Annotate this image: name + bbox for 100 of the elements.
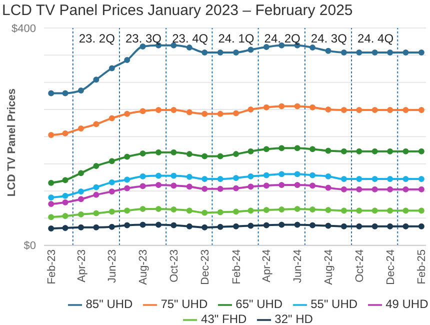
- point: [402, 186, 409, 192]
- legend-label: 32" HD: [274, 312, 313, 325]
- point: [233, 151, 240, 158]
- point: [233, 110, 240, 116]
- point: [93, 210, 100, 216]
- point: [93, 184, 100, 190]
- point: [372, 208, 378, 214]
- point: [156, 222, 162, 228]
- point: [108, 179, 115, 186]
- point: [356, 148, 362, 154]
- point: [124, 176, 130, 183]
- point: [140, 173, 146, 180]
- ref-line-label: 23. 4Q: [172, 32, 208, 46]
- point: [278, 103, 285, 110]
- point: [248, 222, 254, 229]
- point: [325, 48, 332, 54]
- point: [62, 90, 68, 96]
- point: [402, 49, 409, 56]
- point: [170, 206, 177, 212]
- point: [62, 177, 68, 184]
- y-tick-label: $400: [12, 22, 36, 35]
- point: [233, 174, 240, 181]
- point: [78, 224, 84, 230]
- point: [278, 171, 285, 178]
- point: [248, 173, 254, 180]
- point: [140, 108, 146, 114]
- point: [217, 224, 224, 230]
- point: [108, 188, 115, 195]
- x-tick-label: Aug-24: [323, 249, 336, 285]
- point: [78, 188, 84, 195]
- point: [48, 201, 54, 208]
- point: [310, 172, 316, 178]
- point: [263, 222, 270, 228]
- point: [325, 222, 332, 229]
- point: [340, 223, 347, 230]
- x-tick-label: Dec-24: [384, 249, 397, 285]
- point: [294, 103, 300, 110]
- point: [156, 107, 162, 114]
- point: [387, 107, 394, 114]
- legend-label: 75" UHD: [160, 297, 208, 312]
- point: [170, 172, 177, 179]
- point: [325, 207, 332, 214]
- point: [217, 176, 224, 182]
- point: [294, 145, 300, 152]
- point: [248, 148, 254, 154]
- point: [294, 171, 300, 178]
- point: [387, 208, 394, 214]
- point: [156, 206, 162, 212]
- point: [186, 44, 192, 51]
- ref-line-label: 23. 3Q: [125, 32, 162, 46]
- x-tick-label: Oct-24: [354, 249, 366, 282]
- point: [310, 182, 316, 189]
- point: [310, 146, 316, 152]
- point: [202, 186, 208, 192]
- point: [186, 174, 192, 180]
- point: [202, 224, 208, 230]
- ref-line-label: 23. 2Q: [78, 32, 115, 46]
- legend-label: 85" UHD: [86, 297, 133, 312]
- point: [278, 145, 285, 152]
- point: [140, 183, 146, 190]
- point: [62, 213, 68, 219]
- point: [62, 130, 68, 136]
- point: [186, 208, 192, 214]
- point: [140, 206, 146, 212]
- point: [202, 153, 208, 160]
- point: [48, 194, 54, 201]
- point: [325, 148, 332, 154]
- point: [233, 185, 240, 192]
- point: [294, 222, 300, 228]
- x-tick-label: Feb-23: [46, 249, 58, 284]
- point: [356, 49, 362, 56]
- point: [372, 223, 378, 230]
- point: [387, 148, 394, 154]
- point: [372, 176, 378, 182]
- point: [325, 106, 332, 113]
- point: [418, 176, 424, 182]
- point: [78, 126, 84, 132]
- point: [124, 185, 130, 192]
- ref-line-label: 24. 4Q: [358, 32, 394, 46]
- point: [402, 148, 409, 154]
- point: [108, 208, 115, 215]
- point: [340, 186, 347, 192]
- point: [156, 182, 162, 188]
- point: [78, 211, 84, 218]
- point: [170, 182, 177, 189]
- point: [387, 223, 394, 230]
- point: [402, 223, 409, 230]
- point: [263, 44, 270, 50]
- point: [418, 208, 424, 214]
- point: [325, 184, 332, 191]
- point: [108, 65, 115, 72]
- point: [170, 107, 177, 114]
- point: [217, 49, 224, 56]
- point: [340, 49, 347, 56]
- point: [202, 110, 208, 117]
- point: [294, 206, 300, 212]
- point: [325, 173, 332, 180]
- point: [263, 172, 270, 178]
- point: [124, 57, 130, 64]
- point: [387, 176, 394, 182]
